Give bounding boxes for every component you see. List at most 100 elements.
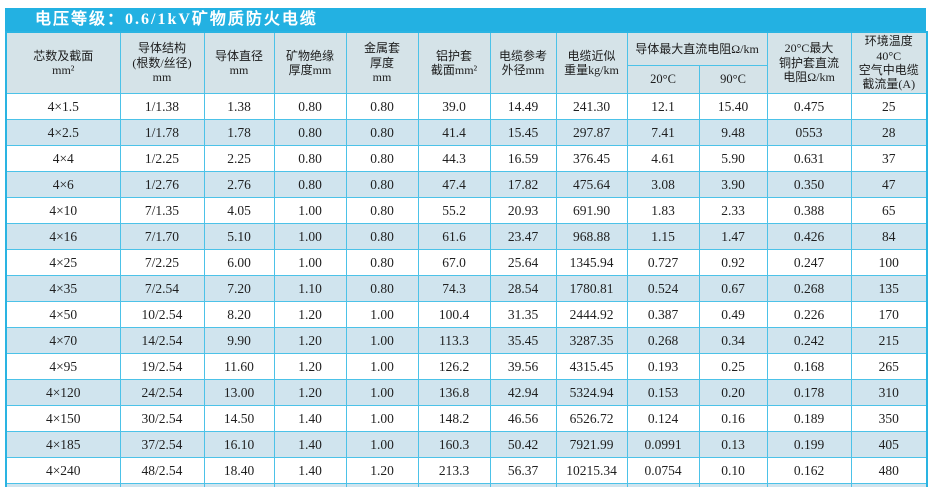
table-cell: 4×185 (5, 431, 121, 458)
table-cell (119, 483, 205, 487)
table-cell: 61.6 (417, 223, 491, 250)
table-cell: 0.20 (698, 379, 768, 406)
table-cell: 65 (850, 197, 928, 224)
cable-spec-table: 芯数及截面 mm² 导体结构 (根数/丝径) mm 导体直径 mm 矿物绝缘 厚… (5, 31, 928, 487)
table-cell: 0.193 (626, 353, 700, 380)
table-cell: 14/2.54 (119, 327, 205, 354)
table-cell: 0.80 (345, 275, 419, 302)
table-cell: 17.82 (489, 171, 557, 198)
table-cell: 4315.45 (555, 353, 628, 380)
col-header-conductor-diameter: 导体直径 mm (203, 31, 275, 94)
table-cell: 31.35 (489, 301, 557, 328)
table-row: 4×35 7/2.54 7.20 1.10 0.80 74.3 28.54 1780.81 0.… (5, 275, 928, 302)
table-cell: 160.3 (417, 431, 491, 458)
table-cell: 15.40 (698, 93, 768, 120)
table-cell (850, 483, 928, 487)
table-cell: 4.05 (203, 197, 275, 224)
table-cell: 5.90 (698, 145, 768, 172)
table-cell: 16.59 (489, 145, 557, 172)
table-cell: 0.189 (766, 405, 852, 432)
table-cell: 41.4 (417, 119, 491, 146)
col-header-dc-resistance-group: 导体最大直流电阻Ω/km (626, 31, 768, 66)
table-cell: 44.3 (417, 145, 491, 172)
table-cell: 0.0754 (626, 457, 700, 484)
table-cell: 16.10 (203, 431, 275, 458)
table-cell: 1.00 (345, 301, 419, 328)
table-cell: 0.80 (345, 93, 419, 120)
table-cell: 100 (850, 249, 928, 276)
table-cell: 1.47 (698, 223, 768, 250)
table-cell: 1.00 (345, 379, 419, 406)
table-cell: 10215.34 (555, 457, 628, 484)
table-cell: 691.90 (555, 197, 628, 224)
table-cell: 1.20 (345, 457, 419, 484)
col-header-mineral-insulation: 矿物绝缘 厚度mm (273, 31, 347, 94)
table-cell: 480 (850, 457, 928, 484)
table-cell: 7/2.54 (119, 275, 205, 302)
table-cell: 4×120 (5, 379, 121, 406)
table-cell: 74.3 (417, 275, 491, 302)
table-cell: 4×35 (5, 275, 121, 302)
table-cell: 19/2.54 (119, 353, 205, 380)
table-cell: 1/1.78 (119, 119, 205, 146)
table-row: 4×150 30/2.54 14.50 1.40 1.00 148.2 46.56 6526.… (5, 405, 928, 432)
table-cell: 7/1.35 (119, 197, 205, 224)
table-cell: 0.49 (698, 301, 768, 328)
table-cell: 0.16 (698, 405, 768, 432)
table-cell: 0.25 (698, 353, 768, 380)
table-cell: 1.00 (345, 327, 419, 354)
table-cell: 0.153 (626, 379, 700, 406)
table-cell: 0.242 (766, 327, 852, 354)
table-cell: 0553 (766, 119, 852, 146)
table-cell: 25.64 (489, 249, 557, 276)
table-cell: 1.83 (626, 197, 700, 224)
table-cell: 0.524 (626, 275, 700, 302)
table-cell: 0.268 (626, 327, 700, 354)
table-cell: 50.42 (489, 431, 557, 458)
col-header-conductor-structure: 导体结构 (根数/丝径) mm (119, 31, 205, 94)
table-cell: 241.30 (555, 93, 628, 120)
table-cell: 48/2.54 (119, 457, 205, 484)
table-cell: 7.20 (203, 275, 275, 302)
table-cell: 14.49 (489, 93, 557, 120)
table-cell: 37/2.54 (119, 431, 205, 458)
table-cell: 6.00 (203, 249, 275, 276)
col-header-metal-sheath-thickness: 金属套 厚度 mm (345, 31, 419, 94)
table-cell: 1780.81 (555, 275, 628, 302)
table-cell: 2444.92 (555, 301, 628, 328)
table-cell: 1345.94 (555, 249, 628, 276)
table-cell: 42.94 (489, 379, 557, 406)
table-cell: 7/2.25 (119, 249, 205, 276)
table-row-partial (5, 483, 928, 487)
table-cell: 0.80 (345, 145, 419, 172)
table-cell: 67.0 (417, 249, 491, 276)
table-cell: 1.20 (273, 379, 347, 406)
col-header-cable-approx-weight: 电缆近似 重量kg/km (555, 31, 628, 94)
table-cell: 37 (850, 145, 928, 172)
table-cell: 30/2.54 (119, 405, 205, 432)
table-cell (345, 483, 419, 487)
table-cell: 2.33 (698, 197, 768, 224)
table-cell (5, 483, 121, 487)
table-cell (203, 483, 275, 487)
table-cell: 1.78 (203, 119, 275, 146)
table-title: 电压等级：0.6/1kV矿物质防火电缆 (5, 8, 926, 31)
table-cell: 0.80 (345, 119, 419, 146)
table-cell: 1.40 (273, 405, 347, 432)
table-cell: 0.268 (766, 275, 852, 302)
table-cell: 8.20 (203, 301, 275, 328)
table-cell: 4×10 (5, 197, 121, 224)
table-cell: 136.8 (417, 379, 491, 406)
table-cell: 113.3 (417, 327, 491, 354)
table-cell: 1.00 (345, 431, 419, 458)
table-cell: 39.0 (417, 93, 491, 120)
table-row: 4×2.5 1/1.78 1.78 0.80 0.80 41.4 15.45 297.87 7.… (5, 119, 928, 146)
table-cell: 376.45 (555, 145, 628, 172)
table-cell: 1.00 (273, 197, 347, 224)
table-row: 4×120 24/2.54 13.00 1.20 1.00 136.8 42.94 5324.… (5, 379, 928, 406)
table-cell: 3.90 (698, 171, 768, 198)
table-cell: 4×6 (5, 171, 121, 198)
table-cell: 7/1.70 (119, 223, 205, 250)
table-cell: 9.48 (698, 119, 768, 146)
